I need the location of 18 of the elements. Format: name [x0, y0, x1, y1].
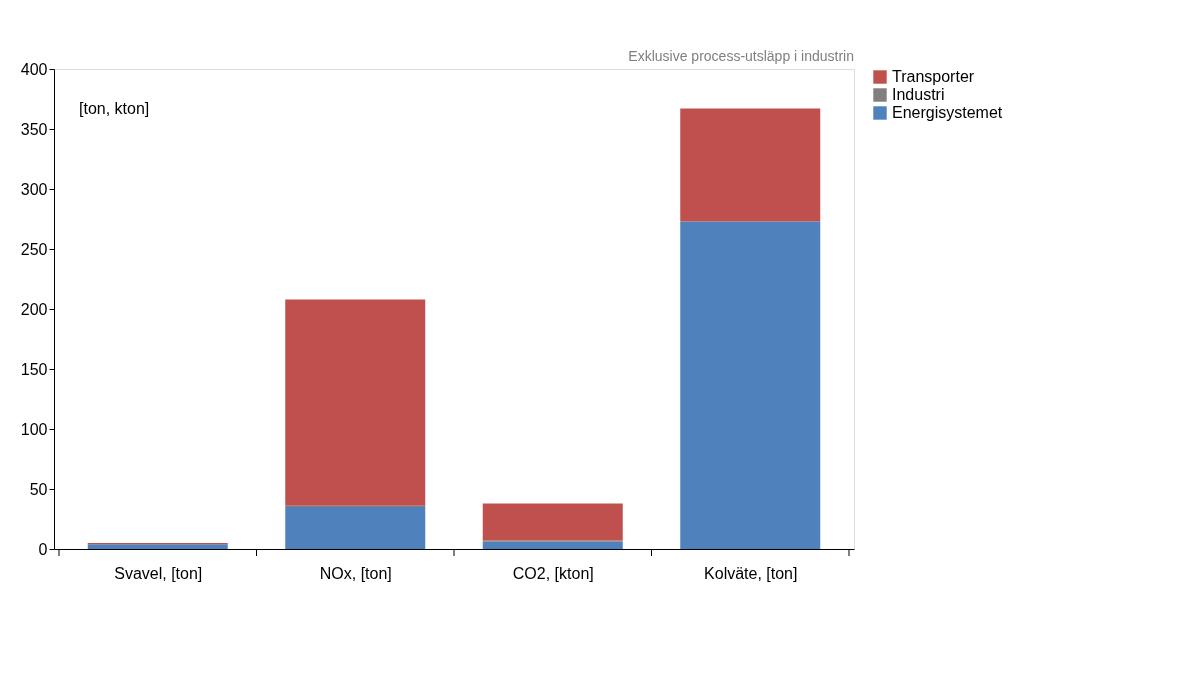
legend-label: Energisystemet	[892, 104, 1003, 121]
y-tick-label: 300	[20, 180, 48, 198]
x-tick-label: CO2, [kton]	[512, 564, 594, 582]
y-tick-label: 400	[20, 60, 48, 78]
y-tick-label: 250	[20, 240, 48, 258]
y-tick-label: 150	[20, 360, 48, 378]
y-tick-label: 0	[38, 540, 48, 558]
legend-label: Transporter	[892, 68, 975, 85]
y-tick-label: 50	[29, 480, 48, 498]
x-tick-label: Svavel, [ton]	[114, 564, 203, 582]
text: Exklusive process-utsläpp i industrin	[628, 48, 854, 64]
x-tick-label: NOx, [ton]	[319, 564, 392, 582]
y-tick-label: 100	[20, 420, 48, 438]
legend-label: Industri	[892, 86, 945, 103]
x-tick-label: Kolväte, [ton]	[704, 564, 798, 582]
annotation: [ton, kton]	[79, 100, 150, 117]
y-tick-label: 200	[20, 300, 48, 318]
y-tick-label: 350	[20, 120, 48, 138]
